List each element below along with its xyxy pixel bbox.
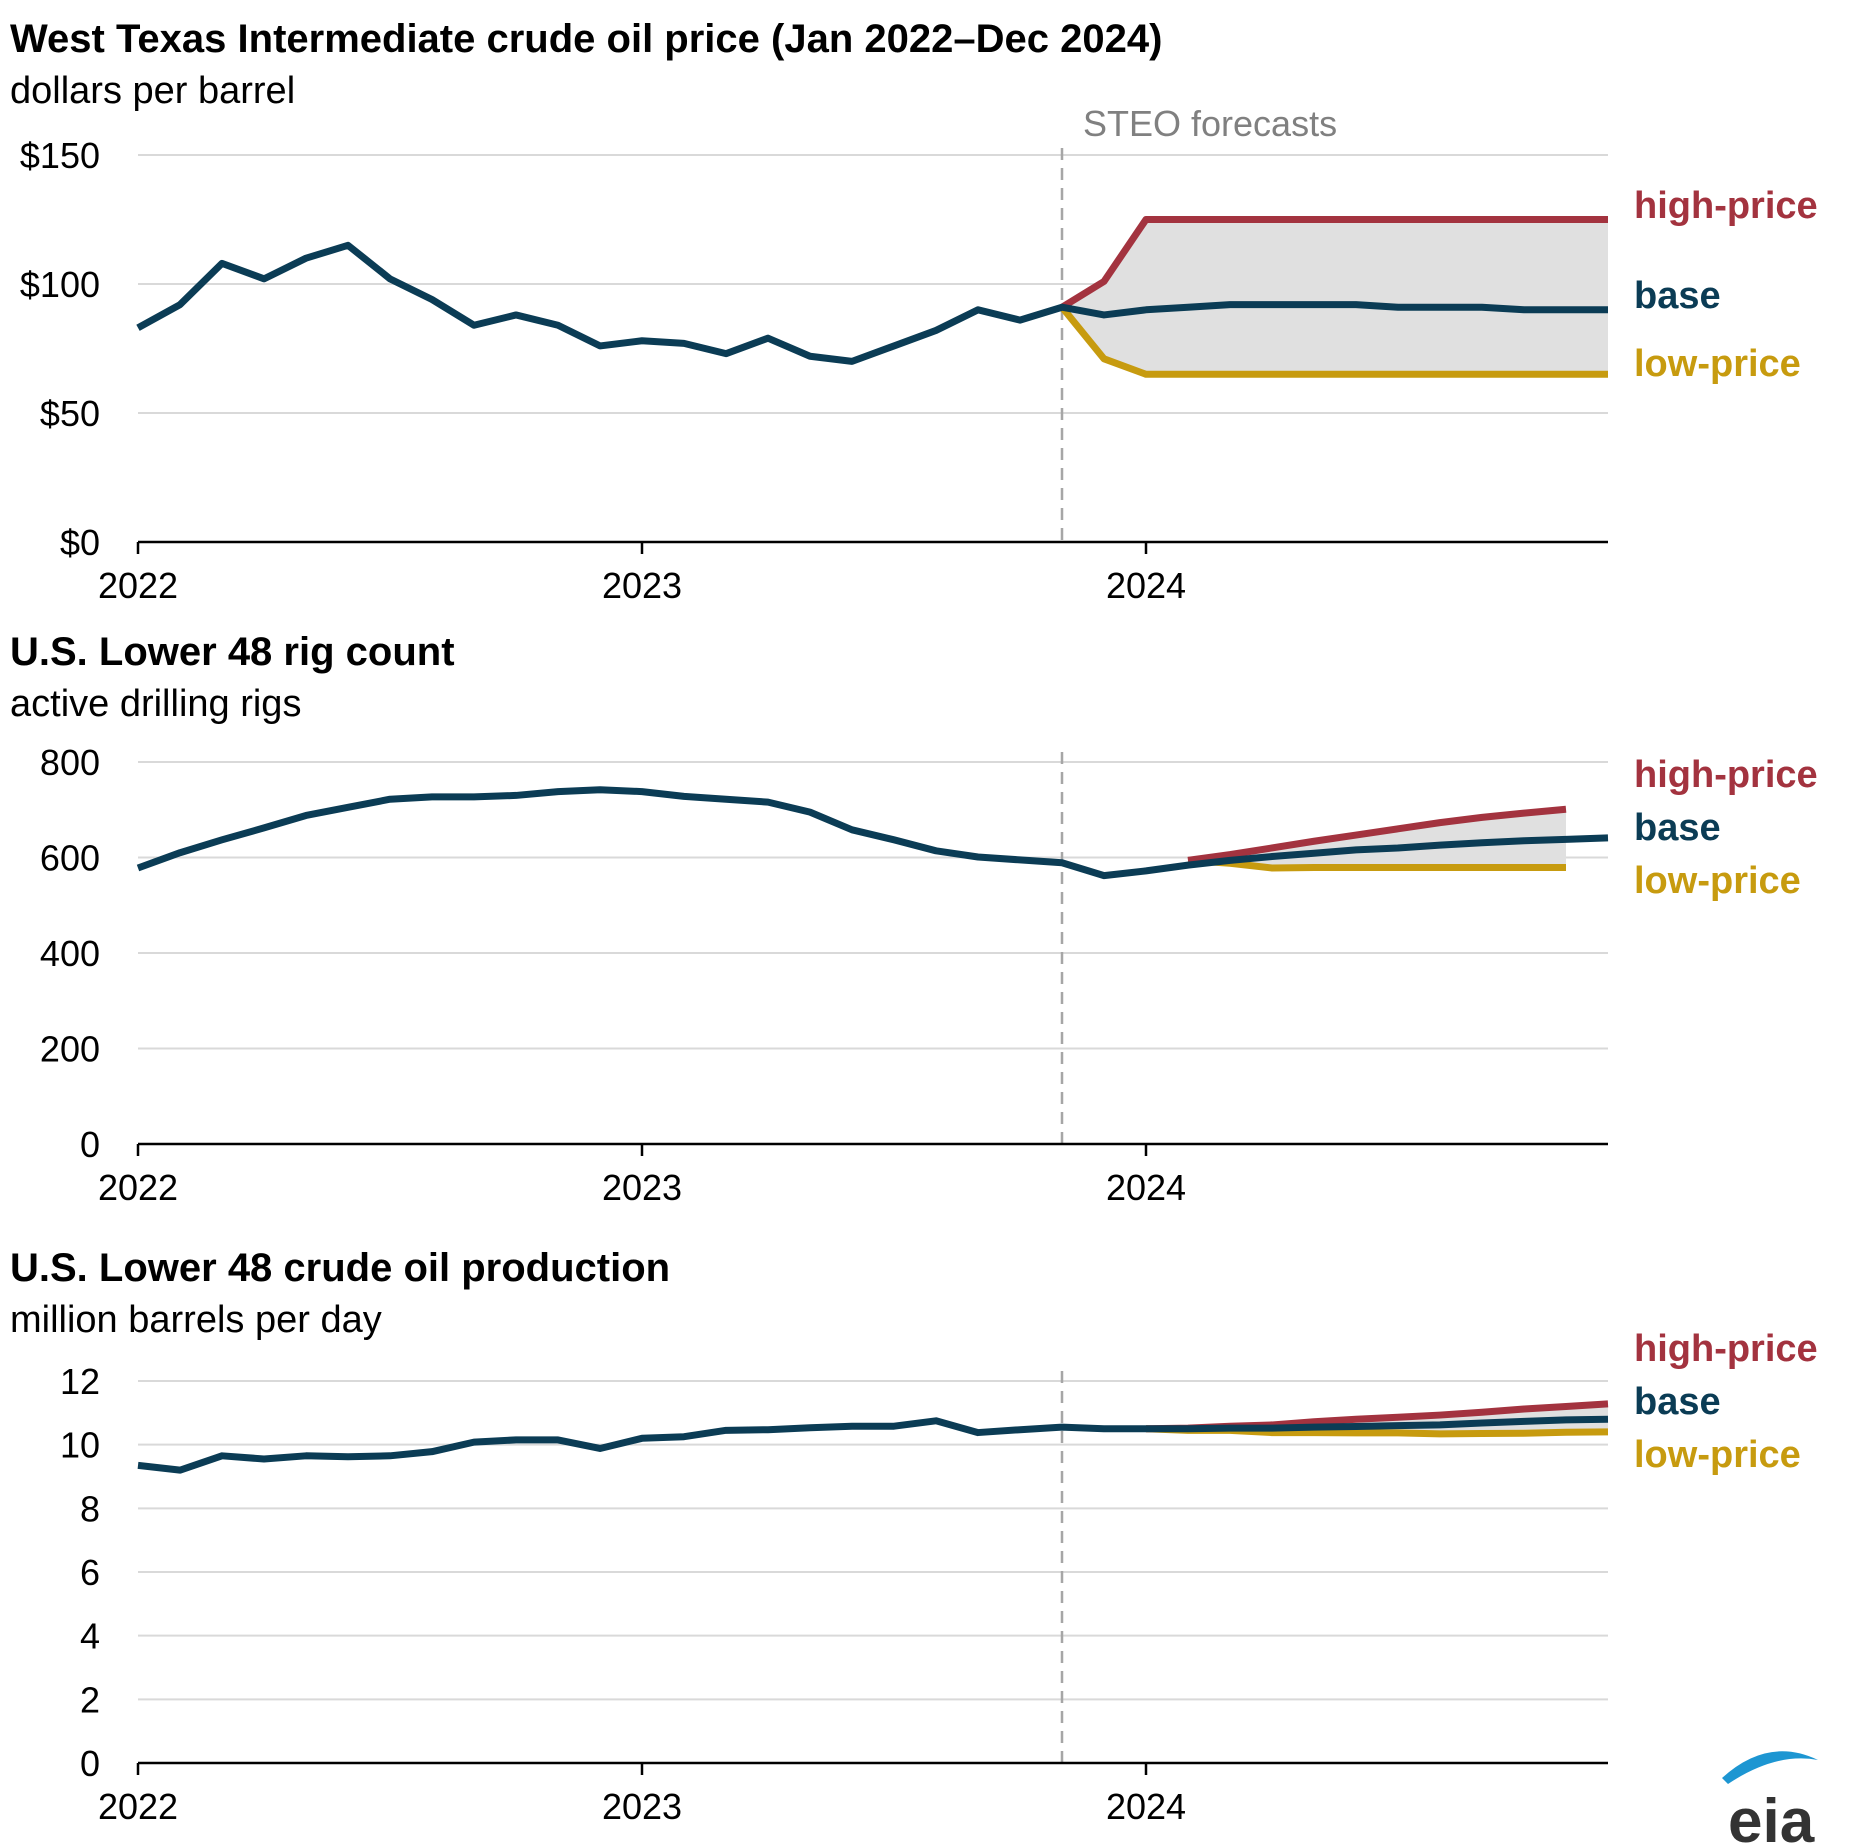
y-tick-label: 0 bbox=[80, 1124, 100, 1165]
x-tick-label: 2024 bbox=[1106, 1167, 1186, 1208]
series-line-base bbox=[136, 786, 1609, 880]
y-tick-label: 800 bbox=[40, 742, 100, 783]
x-tick-label: 2023 bbox=[602, 1786, 682, 1827]
series-line-high bbox=[1187, 805, 1567, 864]
series-line-low bbox=[1059, 305, 1608, 378]
series-label-high: high-price bbox=[1634, 1328, 1818, 1370]
series-label-low: low-price bbox=[1634, 343, 1801, 385]
chart-3-subtitle: million barrels per day bbox=[10, 1299, 382, 1341]
x-tick-label: 2022 bbox=[98, 565, 178, 606]
chart-2-title: U.S. Lower 48 rig count bbox=[10, 630, 455, 674]
y-tick-label: $150 bbox=[20, 135, 100, 176]
eia-logo: eia bbox=[1722, 1751, 1818, 1848]
series-line-high bbox=[1060, 216, 1608, 311]
series-label-high: high-price bbox=[1634, 185, 1818, 227]
y-tick-label: 10 bbox=[60, 1425, 100, 1466]
chart-1-title: West Texas Intermediate crude oil price … bbox=[10, 17, 1162, 61]
forecast-range-band bbox=[1062, 219, 1608, 375]
forecast-annotation: STEO forecasts bbox=[1083, 103, 1337, 144]
y-tick-label: 0 bbox=[80, 1743, 100, 1784]
x-tick-label: 2024 bbox=[1106, 565, 1186, 606]
chart-1-plot: $0 $50 $100 $150 2022 2023 2024 high-price base l… bbox=[20, 135, 1818, 606]
chart-1-subtitle: dollars per barrel bbox=[10, 70, 295, 112]
eia-swoosh-logo bbox=[1722, 1751, 1818, 1784]
series-line-base bbox=[137, 1415, 1609, 1474]
x-tick-label: 2024 bbox=[1106, 1786, 1186, 1827]
eia-logo-text: eia bbox=[1728, 1787, 1815, 1848]
y-tick-label: 200 bbox=[40, 1029, 100, 1070]
y-tick-label: $0 bbox=[60, 522, 100, 563]
chart-2-subtitle: active drilling rigs bbox=[10, 683, 301, 725]
y-tick-label: 2 bbox=[80, 1679, 100, 1720]
y-tick-label: 600 bbox=[40, 838, 100, 879]
x-tick-label: 2023 bbox=[602, 565, 682, 606]
y-tick-label: 12 bbox=[60, 1361, 100, 1402]
chart-3-plot: 0 2 4 6 8 10 12 2022 2023 2024 high-price base low-p… bbox=[60, 1328, 1818, 1827]
y-tick-label: 8 bbox=[80, 1488, 100, 1529]
series-label-base: base bbox=[1634, 807, 1721, 849]
series-label-high: high-price bbox=[1634, 754, 1818, 796]
y-tick-label: 400 bbox=[40, 933, 100, 974]
series-line-base bbox=[136, 241, 1608, 365]
series-label-low: low-price bbox=[1634, 860, 1801, 902]
chart-3-title: U.S. Lower 48 crude oil production bbox=[10, 1246, 670, 1290]
y-tick-label: 4 bbox=[80, 1616, 100, 1657]
series-label-base: base bbox=[1634, 275, 1721, 317]
x-tick-label: 2022 bbox=[98, 1167, 178, 1208]
series-label-low: low-price bbox=[1634, 1434, 1801, 1476]
x-tick-label: 2023 bbox=[602, 1167, 682, 1208]
series-label-base: base bbox=[1634, 1381, 1721, 1423]
x-tick-label: 2022 bbox=[98, 1786, 178, 1827]
y-tick-label: $100 bbox=[20, 264, 100, 305]
y-tick-label: 6 bbox=[80, 1552, 100, 1593]
series-line-low bbox=[1187, 856, 1566, 872]
chart-2-plot: 0 200 400 600 800 2022 2023 2024 high-price base l… bbox=[40, 742, 1818, 1208]
y-tick-label: $50 bbox=[40, 393, 100, 434]
